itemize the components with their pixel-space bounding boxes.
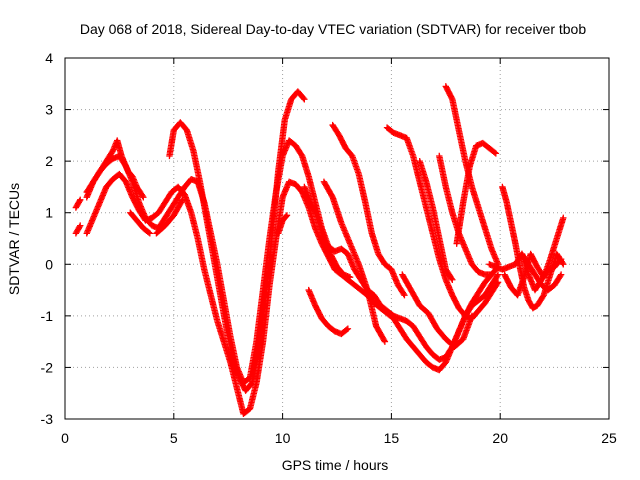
data-point-marker [556, 257, 564, 264]
data-point-marker [77, 222, 84, 229]
axes: 0 5 10 15 20 25 -3 -2 -1 0 1 2 3 4 [41, 50, 617, 446]
data-point-marker [381, 338, 389, 345]
y-tick-label: 4 [45, 50, 53, 66]
data-point-marker [76, 223, 83, 231]
data-point-marker [557, 272, 564, 280]
data-point-marker [76, 197, 83, 205]
data-point-marker [178, 197, 185, 205]
data-point-marker [449, 276, 456, 283]
data-point-marker [494, 271, 502, 278]
data-point-marker [77, 196, 84, 204]
y-tick-label: -1 [41, 308, 54, 324]
data-point-marker [494, 279, 502, 286]
data-point-marker [146, 230, 154, 237]
data-point-marker [179, 196, 186, 204]
data-point-marker [557, 271, 565, 278]
y-tick-label: -3 [41, 411, 54, 427]
x-tick-label: 5 [170, 430, 178, 446]
y-tick-label: 3 [45, 102, 53, 118]
x-tick-label: 10 [275, 430, 291, 446]
y-tick-label: 0 [45, 256, 53, 272]
data-point-marker [494, 280, 501, 287]
data-point-marker [560, 261, 567, 268]
chart-title: Day 068 of 2018, Sidereal Day-to-day VTE… [80, 21, 587, 37]
data-point-marker [139, 192, 146, 200]
data-point-marker [344, 325, 352, 332]
data-point-marker [145, 229, 152, 236]
y-axis-label: SDTVAR / TECUs [6, 183, 22, 295]
data-point-marker [491, 149, 498, 156]
data-point-marker [468, 312, 476, 320]
data-point-marker [448, 94, 455, 102]
data-point-marker [343, 326, 350, 333]
data-point-marker [283, 212, 291, 219]
data-point-marker [448, 275, 455, 282]
data-points [72, 83, 567, 418]
data-point-marker [557, 255, 565, 263]
data-point-marker [346, 273, 354, 281]
y-tick-label: -2 [41, 359, 54, 375]
x-tick-label: 20 [492, 430, 508, 446]
x-axis-label: GPS time / hours [282, 457, 389, 473]
data-point-marker [492, 150, 500, 157]
data-point-marker [301, 96, 308, 103]
data-point-marker [560, 214, 567, 222]
data-point-marker [401, 292, 408, 299]
data-point-marker [282, 213, 290, 220]
y-tick-label: 2 [45, 153, 53, 169]
x-tick-label: 15 [384, 430, 400, 446]
y-tick-label: 1 [45, 205, 53, 221]
data-point-marker [400, 290, 407, 298]
grid-lines [65, 58, 609, 419]
data-point-marker [300, 94, 307, 102]
plot-frame [64, 57, 610, 420]
data-point-marker [494, 272, 501, 280]
data-point-marker [140, 194, 147, 201]
data-point-marker [380, 337, 388, 344]
x-tick-label: 0 [61, 430, 69, 446]
x-tick-label: 25 [601, 430, 617, 446]
